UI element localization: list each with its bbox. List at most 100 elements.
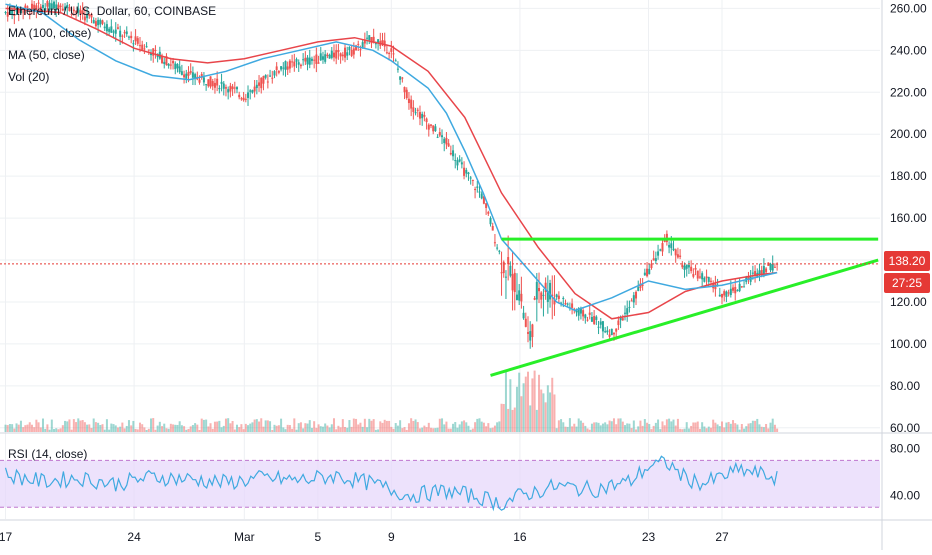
volume-bar [732,420,735,432]
candle-body [538,287,541,292]
volume-bar [86,424,89,432]
candle-body [92,19,95,24]
candle-body [632,295,635,303]
candle-body [703,277,706,282]
candle-body [590,316,593,322]
volume-bar [211,428,214,432]
candle-body [249,90,252,92]
legend-ma50[interactable]: MA (50, close) [8,48,85,62]
candle-body [502,261,505,274]
candle-body [661,243,664,252]
candle-body [185,73,188,79]
volume-bar [454,422,457,432]
candle-body [621,318,624,321]
rsi-legend[interactable]: RSI (14, close) [8,447,88,461]
candle-body [81,10,84,15]
volume-bar [180,425,183,432]
candle-body [487,211,490,214]
candle-body [266,81,269,83]
candle-body [183,74,186,78]
volume-bar [522,383,525,432]
candle-body [121,35,124,37]
volume-bar [665,419,668,432]
volume-bar [619,418,622,432]
candle-body [335,50,338,59]
rsi-legend-wrap: RSI (14, close) [8,443,87,465]
volume-bar [172,424,175,432]
candle-body [438,132,441,136]
candle-body [218,87,221,90]
volume-bar [185,429,188,432]
candle-body [500,272,503,274]
volume-bar [66,421,69,432]
candle-body [35,5,38,12]
candle-body [83,16,86,21]
volume-bar [293,418,296,432]
volume-bar [394,423,397,432]
candle-body [672,248,675,251]
volume-bar [438,418,441,432]
volume-bar [469,429,472,432]
volume-bar [352,418,355,432]
volume-bar [723,427,726,432]
candle-body [674,249,677,256]
candle-body [385,52,388,54]
candle-body [626,308,629,315]
volume-bar [463,420,466,432]
legend-ma100[interactable]: MA (100, close) [8,26,92,40]
volume-bar [749,423,752,432]
candle-body [348,46,351,51]
current-price-tag: 138.20 [884,251,930,271]
candle-body [485,203,488,208]
candle-body [740,286,743,288]
volume-bar [390,426,393,432]
candle-body [352,48,355,55]
symbol-title[interactable]: Ethereum / U.S. Dollar, 60, COINBASE [8,4,217,18]
volume-bar [370,420,373,432]
volume-bar [480,421,483,432]
candle-body [732,287,735,291]
volume-bar [396,425,399,432]
volume-bar [407,423,410,432]
candle-body [524,318,527,327]
candle-body [482,196,485,204]
volume-bar [39,427,42,432]
volume-bar [562,422,565,432]
candle-body [403,87,406,93]
candle-body [136,38,139,44]
volume-bar [668,418,671,432]
candle-body [683,265,686,270]
candle-body [659,249,662,251]
volume-bar [75,422,78,432]
candle-body [293,61,296,67]
volume-bar [202,419,205,432]
volume-bar [68,419,71,432]
volume-bar [264,420,267,432]
volume-bar [489,428,492,432]
candle-body [685,264,688,269]
volume-bar [55,428,58,432]
time-axis-label: 24 [127,530,141,544]
legend-vol[interactable]: Vol (20) [8,70,50,84]
volume-bar [721,421,724,432]
volume-bar [586,428,589,432]
volume-bar [317,424,320,432]
volume-bar [612,418,615,432]
volume-bar [377,429,380,432]
candle-body [363,39,366,44]
volume-bar [48,429,51,432]
volume-bar [553,394,556,432]
candle-body [288,60,291,69]
candle-body [701,273,704,280]
candle-body [652,258,655,261]
volume-bar [518,372,521,432]
candle-body [696,270,699,279]
candle-body [291,61,294,63]
volume-bar [187,428,190,432]
candle-body [191,72,194,78]
volume-bar [231,420,234,432]
volume-bar [136,429,139,432]
volume-bar [745,426,748,432]
volume-bar [709,427,712,432]
